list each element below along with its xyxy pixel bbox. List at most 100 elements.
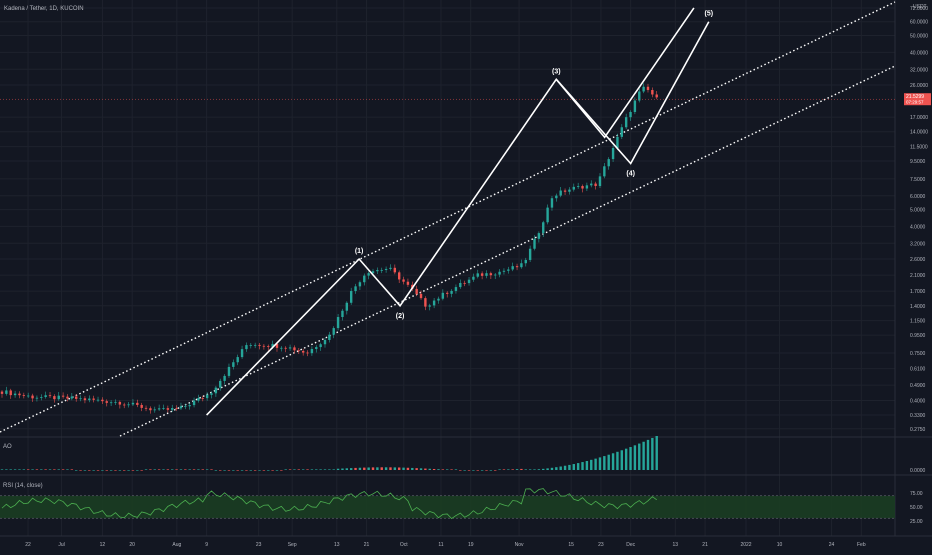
wave-label: (4) (626, 170, 635, 177)
ao-bar (166, 469, 170, 470)
ao-bar (88, 470, 91, 471)
time-label: Nov (515, 542, 524, 548)
time-label: 24 (829, 542, 835, 548)
wave-label: (2) (396, 313, 405, 320)
candle-body (607, 159, 610, 167)
candle-body (524, 259, 527, 264)
price-label: 0.4900 (910, 383, 926, 389)
ao-bar (354, 467, 357, 470)
candle-body (114, 401, 117, 403)
ao-bar (446, 469, 449, 470)
candle-body (13, 393, 17, 396)
ao-bar (109, 470, 113, 471)
ao-bar (197, 469, 200, 470)
ao-bar (66, 469, 69, 470)
candle-body (446, 292, 449, 294)
candle-body (502, 270, 506, 272)
candle-body (118, 401, 122, 405)
candle-body (157, 408, 161, 410)
ao-bar (92, 470, 95, 471)
candle-body (205, 394, 209, 399)
ao-bar (214, 470, 218, 471)
candle-body (642, 86, 645, 92)
wave-label: (5) (705, 11, 714, 18)
ao-bar (323, 469, 327, 470)
ao-bar (144, 469, 148, 470)
candle-body (219, 380, 222, 388)
price-label: 7.5000 (910, 177, 926, 183)
candle-body (214, 387, 218, 394)
candle-body (380, 269, 383, 271)
time-label: Aug (172, 542, 181, 548)
ao-bar (402, 467, 405, 470)
ao-bar (40, 469, 43, 470)
time-label: Feb (857, 542, 866, 548)
candle-body (389, 267, 392, 269)
ao-bar (498, 469, 501, 470)
currency-label: USDT (913, 4, 927, 10)
ao-bar (127, 470, 130, 471)
candle-body (262, 345, 266, 347)
price-label: 2.1000 (910, 273, 926, 279)
ao-bar (153, 469, 156, 470)
ao-bar (271, 470, 274, 471)
candle-body (197, 398, 200, 401)
candle-body (280, 347, 283, 349)
ao-bar (590, 459, 593, 470)
ao-bar (57, 469, 60, 470)
time-label: Jul (58, 542, 64, 548)
time-label: 19 (468, 542, 474, 548)
ao-bar (245, 470, 248, 471)
ao-bar (240, 470, 244, 471)
ao-bar (542, 468, 545, 470)
ao-bar (507, 469, 510, 470)
ao-bar (280, 470, 283, 471)
price-label: 0.9500 (910, 333, 926, 339)
price-label: 11.5000 (910, 145, 928, 151)
price-label: 0.7500 (910, 351, 926, 357)
ao-bar (411, 467, 414, 470)
price-label: 3.2000 (910, 241, 926, 247)
candle-body (432, 300, 436, 306)
candle-body (70, 396, 74, 399)
candle-body (441, 292, 445, 299)
candle-body (131, 402, 135, 405)
time-label: Dec (626, 542, 635, 548)
candle-body (480, 273, 484, 276)
candle-body (188, 405, 191, 407)
ao-bar (210, 469, 213, 470)
ao-title: AO (3, 444, 12, 450)
candle-body (232, 362, 235, 367)
time-label: 23 (598, 542, 604, 548)
candle-body (415, 288, 418, 294)
time-label: 23 (256, 542, 262, 548)
ao-bar (31, 469, 34, 470)
candle-body (258, 344, 261, 346)
ao-bar (494, 470, 497, 471)
candle-body (22, 395, 26, 397)
ao-bar (336, 468, 340, 470)
candle-body (376, 270, 379, 272)
candle-body (428, 305, 431, 307)
ao-bar (428, 468, 431, 470)
grid-lines (0, 0, 932, 537)
candle-body (184, 406, 187, 408)
candle-body (594, 183, 597, 186)
candle-body (123, 404, 126, 406)
candle-body (419, 293, 423, 299)
ao-bar (44, 469, 47, 470)
wave-label: (1) (355, 248, 364, 255)
ao-bar (515, 469, 519, 470)
candle-body (576, 186, 580, 187)
elliott-waves: (1) (2) (3) (4) (5) (206, 7, 714, 416)
candle-body (109, 402, 113, 404)
ao-bar (284, 469, 287, 470)
ao-bar (546, 468, 549, 470)
ao-bar (75, 470, 78, 471)
ao-bar (638, 443, 641, 470)
ao-bar (467, 470, 471, 471)
candle-body (454, 287, 458, 291)
candle-body (166, 408, 170, 410)
